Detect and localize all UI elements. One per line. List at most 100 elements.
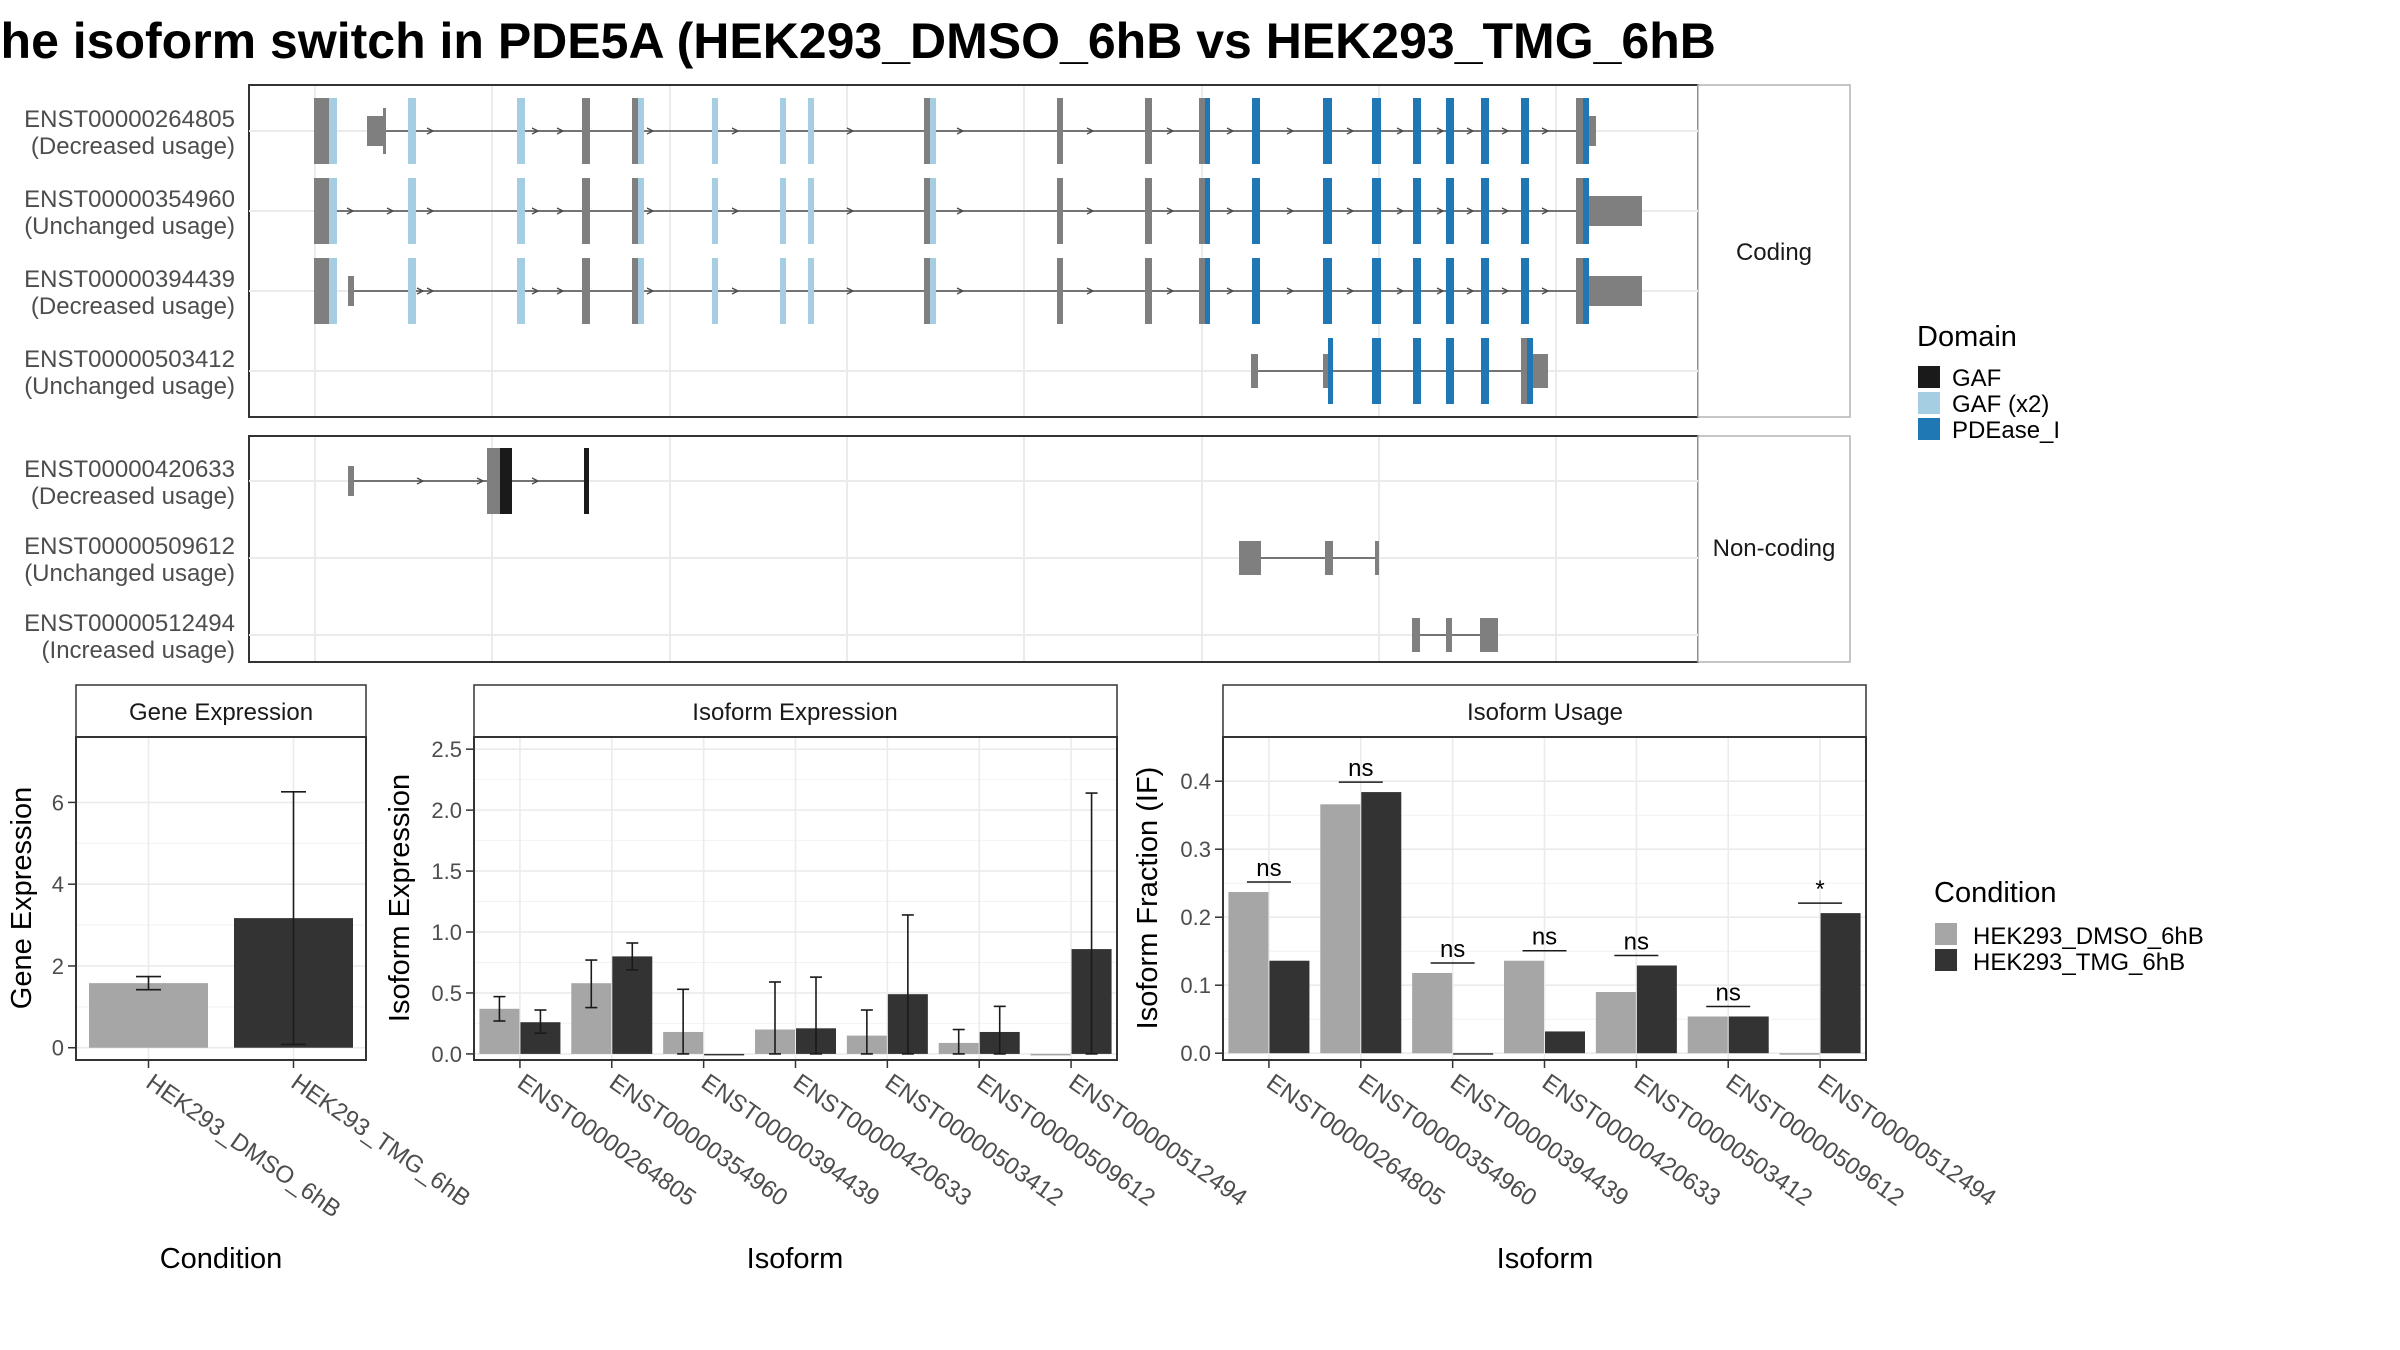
isoform-label-usage: (Increased usage) [42, 637, 235, 664]
chart-title-gene-expression: Gene Expression [129, 699, 313, 726]
exon [1145, 258, 1152, 324]
x-axis-label-gene-expression: Condition [160, 1243, 283, 1275]
intron-arrow [416, 477, 425, 485]
domain-legend: Domain GAF GAF (x2) PDEase_I [1917, 321, 2060, 444]
figure-title: The isoform switch in PDE5A (HEK293_DMSO… [0, 13, 1716, 69]
exon [1480, 618, 1498, 652]
intron-arrow [646, 127, 655, 135]
exon [1527, 338, 1533, 404]
intron-arrow [1346, 287, 1355, 295]
exon [582, 258, 590, 324]
exon [1057, 178, 1063, 244]
intron-arrow [846, 287, 855, 295]
exon [1583, 98, 1589, 164]
exon [1252, 258, 1260, 324]
exon [487, 448, 500, 514]
bar [89, 983, 208, 1048]
intron-arrow [1436, 127, 1445, 135]
exon [517, 258, 525, 324]
y-tick-label: 0.3 [1180, 837, 1211, 862]
exon [1252, 98, 1260, 164]
exon [1412, 618, 1420, 652]
intron-arrow [1086, 207, 1095, 215]
y-axis-label-isoform-expression: Isoform Expression [384, 774, 416, 1022]
intron-arrow [956, 127, 965, 135]
exon [1145, 98, 1152, 164]
exon [1583, 258, 1589, 324]
exon [808, 258, 814, 324]
exon [638, 258, 644, 324]
exon [1325, 541, 1333, 575]
intron-arrow [531, 127, 540, 135]
intron-arrow [1166, 127, 1175, 135]
intron-arrow [556, 207, 565, 215]
bar [1728, 1016, 1769, 1054]
y-tick-label: 0.1 [1180, 973, 1211, 998]
exon [930, 98, 936, 164]
exon [632, 178, 638, 244]
intron-arrow [1226, 207, 1235, 215]
domain-legend-title: Domain [1917, 321, 2017, 353]
panel-strip-coding: Coding [1736, 239, 1812, 266]
intron-arrow [556, 127, 565, 135]
intron-arrow [426, 287, 435, 295]
exon [1446, 178, 1454, 244]
exon [314, 98, 329, 164]
exon [348, 276, 354, 306]
y-tick-label: 0.0 [431, 1042, 462, 1067]
exon [1199, 98, 1205, 164]
exon [517, 178, 525, 244]
y-tick-label: 0.4 [1180, 769, 1211, 794]
chart-title-isoform-usage: Isoform Usage [1467, 699, 1623, 726]
intron-arrow [846, 207, 855, 215]
exon [408, 178, 416, 244]
exon [1533, 354, 1548, 388]
exon [1145, 178, 1152, 244]
exon [1521, 258, 1529, 324]
intron-arrow [1396, 207, 1405, 215]
intron-arrow [1436, 207, 1445, 215]
exon [1239, 541, 1261, 575]
legend-label-tmg: HEK293_TMG_6hB [1973, 949, 2185, 976]
y-tick-label: 0.5 [431, 981, 462, 1006]
significance-label: ns [1532, 924, 1557, 951]
intron-arrow [1286, 127, 1295, 135]
exon [348, 466, 354, 496]
exon [1199, 178, 1205, 244]
bar [1636, 965, 1677, 1054]
exon [1481, 338, 1489, 404]
y-tick-label: 2.5 [431, 737, 462, 762]
exon [367, 116, 384, 146]
intron-arrow [531, 287, 540, 295]
legend-swatch-tmg [1935, 949, 1957, 971]
intron-arrow [1436, 287, 1445, 295]
exon [1251, 354, 1258, 388]
bar [1320, 804, 1361, 1054]
exon [780, 98, 786, 164]
exon [383, 108, 386, 154]
exon [712, 178, 718, 244]
legend-label-dmso: HEK293_DMSO_6hB [1973, 923, 2204, 950]
exon [1413, 178, 1421, 244]
intron-arrow [1166, 287, 1175, 295]
intron-arrow [1541, 127, 1550, 135]
exon [1252, 178, 1260, 244]
exon [1589, 116, 1596, 146]
isoform-label-id: ENST00000420633 [24, 456, 235, 483]
exon [1589, 196, 1642, 226]
intron-arrow [1396, 287, 1405, 295]
isoform-label-id: ENST00000394439 [24, 266, 235, 293]
exon [582, 98, 590, 164]
significance-label: ns [1716, 979, 1741, 1006]
exon [638, 178, 644, 244]
exon [1372, 178, 1381, 244]
intron-arrow [1286, 287, 1295, 295]
significance-label: ns [1256, 855, 1281, 882]
intron-arrow [731, 207, 740, 215]
exon [1205, 178, 1210, 244]
intron-arrow [1466, 207, 1475, 215]
exon [1481, 178, 1489, 244]
isoform-label-usage: (Decreased usage) [31, 483, 235, 510]
exon [808, 98, 814, 164]
exon [930, 178, 936, 244]
